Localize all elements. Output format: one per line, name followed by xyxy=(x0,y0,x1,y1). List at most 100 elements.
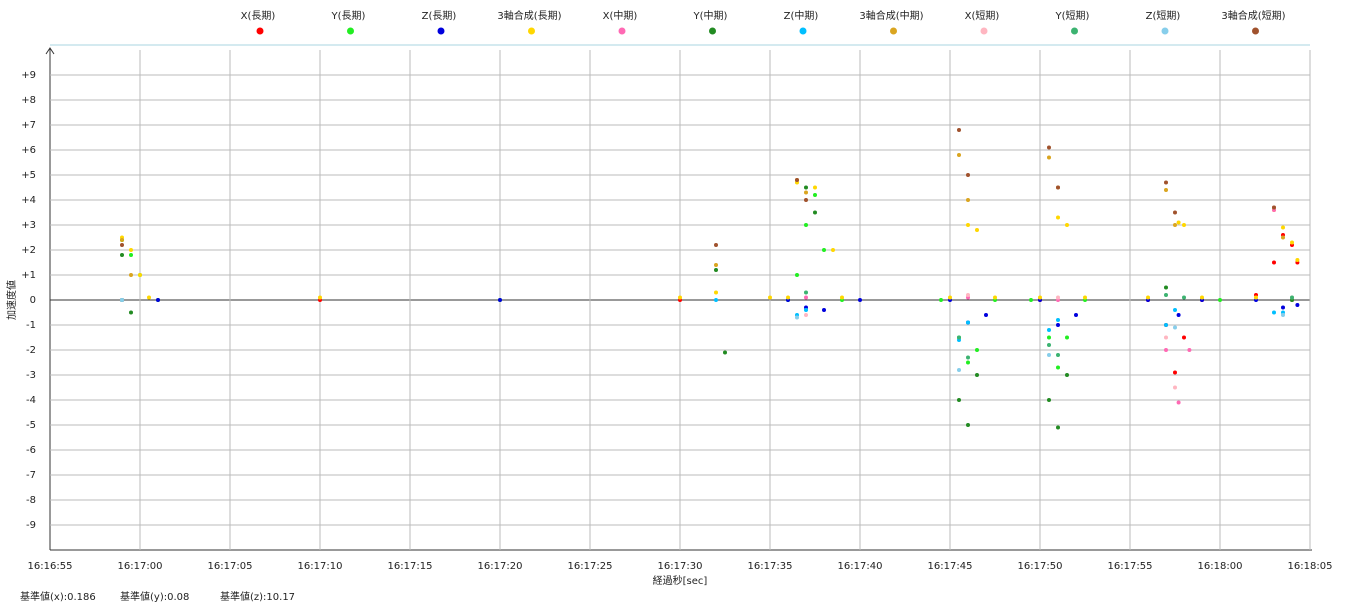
point xyxy=(804,198,808,202)
legend-marker xyxy=(890,27,897,35)
x-tick-label: 16:17:05 xyxy=(208,561,253,572)
legend-marker xyxy=(528,27,535,35)
point xyxy=(1182,335,1186,340)
point xyxy=(1047,343,1051,347)
point xyxy=(1290,295,1294,300)
point xyxy=(1047,155,1051,160)
point xyxy=(1047,398,1051,402)
point xyxy=(1056,365,1060,370)
point xyxy=(804,190,808,195)
x-tick-label: 16:16:55 xyxy=(28,561,73,572)
point xyxy=(1056,185,1060,190)
y-tick-label: -7 xyxy=(26,470,36,481)
point xyxy=(1272,260,1276,265)
x-tick-label: 16:18:05 xyxy=(1288,561,1333,572)
y-tick-label: +9 xyxy=(21,70,36,81)
point xyxy=(1173,210,1177,215)
y-tick-label: +6 xyxy=(21,145,36,156)
x-tick-label: 16:17:25 xyxy=(568,561,613,572)
point xyxy=(318,295,322,300)
legend-label: Z(中期) xyxy=(784,9,819,22)
y-tick-label: +3 xyxy=(21,220,36,231)
point xyxy=(1047,353,1051,357)
point xyxy=(1272,310,1276,315)
point xyxy=(1074,313,1078,317)
point xyxy=(786,295,790,300)
legend-label: X(長期) xyxy=(241,10,276,22)
y-tick-label: -4 xyxy=(26,395,36,406)
point xyxy=(804,223,808,227)
legend-label: Z(長期) xyxy=(422,10,457,22)
point xyxy=(156,298,160,302)
y-tick-label: +5 xyxy=(21,170,36,181)
point xyxy=(1065,373,1069,377)
point xyxy=(1056,295,1060,300)
point xyxy=(957,153,961,157)
point xyxy=(957,368,961,372)
point xyxy=(1056,425,1060,430)
y-tick-label: +4 xyxy=(21,195,36,206)
x-axis-label: 経過秒[sec] xyxy=(653,574,708,587)
point xyxy=(714,263,718,267)
x-tick-label: 16:17:20 xyxy=(478,561,523,572)
point xyxy=(1164,335,1168,340)
point xyxy=(1146,295,1150,300)
point xyxy=(1173,385,1177,390)
point xyxy=(795,273,799,277)
point xyxy=(813,193,817,197)
point xyxy=(1038,295,1042,300)
point xyxy=(678,295,682,300)
point xyxy=(966,320,970,325)
point xyxy=(804,313,808,317)
legend-marker xyxy=(799,27,807,35)
point xyxy=(714,298,718,302)
legend-marker xyxy=(709,27,716,35)
point xyxy=(1272,205,1276,210)
point xyxy=(1056,318,1060,322)
note: 基準値(y):0.08 xyxy=(120,590,189,603)
note: 基準値(z):10.17 xyxy=(220,590,295,603)
point xyxy=(120,298,124,302)
x-tick-label: 16:17:00 xyxy=(118,561,163,572)
point xyxy=(984,313,988,317)
point xyxy=(966,223,970,227)
point xyxy=(1281,235,1285,240)
point xyxy=(957,128,961,132)
y-tick-label: -8 xyxy=(26,495,36,506)
point xyxy=(723,350,727,355)
y-tick-label: 0 xyxy=(30,295,36,306)
point xyxy=(975,228,979,232)
point xyxy=(831,248,835,252)
point xyxy=(993,295,997,300)
y-tick-label: +1 xyxy=(21,270,36,281)
point xyxy=(804,185,808,190)
x-tick-label: 16:17:35 xyxy=(748,561,793,572)
x-tick-label: 16:18:00 xyxy=(1198,561,1243,572)
x-tick-label: 16:17:15 xyxy=(388,561,433,572)
x-tick-label: 16:17:55 xyxy=(1108,561,1153,572)
y-tick-label: -3 xyxy=(26,370,36,381)
point xyxy=(1182,295,1186,300)
point xyxy=(129,273,133,277)
point xyxy=(1083,295,1087,300)
point xyxy=(1200,295,1204,300)
point xyxy=(1295,258,1300,262)
legend-label: 3軸合成(長期) xyxy=(497,9,561,22)
point xyxy=(966,423,970,427)
legend-label: Z(短期) xyxy=(1146,9,1181,22)
point xyxy=(1056,323,1060,327)
point xyxy=(1254,295,1258,300)
point xyxy=(714,290,718,295)
point xyxy=(804,308,808,312)
point xyxy=(957,398,961,402)
legend-label: 3軸合成(短期) xyxy=(1221,9,1285,22)
legend-label: X(中期) xyxy=(603,9,638,22)
point xyxy=(138,273,142,277)
legend-marker xyxy=(1252,27,1259,35)
point xyxy=(939,298,943,302)
point xyxy=(1056,215,1060,220)
point xyxy=(1029,298,1033,302)
point xyxy=(957,335,961,340)
y-tick-label: -9 xyxy=(26,520,36,531)
point xyxy=(1290,240,1294,245)
